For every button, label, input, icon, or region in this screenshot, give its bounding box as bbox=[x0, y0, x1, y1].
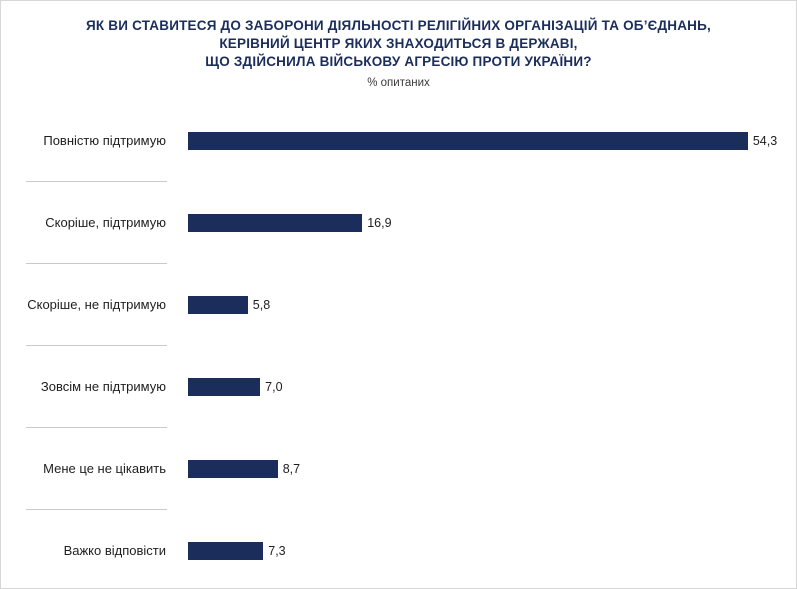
bar-row: Важко відповісти 7,3 bbox=[1, 513, 796, 588]
title-line-1: ЯК ВИ СТАВИТЕСЯ ДО ЗАБОРОНИ ДІЯЛЬНОСТІ Р… bbox=[86, 18, 711, 33]
category-label: Скоріше, підтримую bbox=[45, 215, 166, 231]
bar-row: Повністю підтримую 54,3 bbox=[1, 103, 796, 179]
category-label: Важко відповісти bbox=[63, 543, 166, 559]
value-label: 7,3 bbox=[268, 543, 286, 558]
row-separator bbox=[26, 180, 167, 182]
row-separator bbox=[26, 344, 167, 346]
value-label: 16,9 bbox=[367, 215, 392, 230]
bar bbox=[188, 295, 248, 314]
bar bbox=[188, 213, 363, 232]
bar-row: Скоріше, не підтримую 5,8 bbox=[1, 267, 796, 343]
bar-area: 7,0 bbox=[188, 377, 796, 396]
bar-area: 8,7 bbox=[188, 459, 796, 478]
category-label: Зовсім не підтримую bbox=[40, 379, 166, 395]
row-separator bbox=[26, 426, 167, 428]
value-label: 7,0 bbox=[265, 379, 283, 394]
bar-area: 7,3 bbox=[188, 541, 796, 560]
bar-row: Скоріше, підтримую 16,9 bbox=[1, 185, 796, 261]
title-line-3: ЩО ЗДІЙСНИЛА ВІЙСЬКОВУ АГРЕСІЮ ПРОТИ УКР… bbox=[205, 54, 592, 70]
chart-header: ЯК ВИ СТАВИТЕСЯ ДО ЗАБОРОНИ ДІЯЛЬНОСТІ Р… bbox=[1, 1, 796, 89]
category-label: Мене це не цікавить bbox=[43, 461, 166, 477]
chart-subtitle: % опитаних bbox=[367, 76, 430, 89]
row-separator bbox=[26, 262, 167, 264]
title-line-2: КЕРІВНИЙ ЦЕНТР ЯКИХ ЗНАХОДИТЬСЯ В ДЕРЖАВ… bbox=[219, 36, 578, 52]
bar bbox=[188, 541, 264, 560]
chart-title: ЯК ВИ СТАВИТЕСЯ ДО ЗАБОРОНИ ДІЯЛЬНОСТІ Р… bbox=[1, 17, 796, 72]
category-label: Повністю підтримую bbox=[43, 133, 166, 149]
bar-area: 5,8 bbox=[188, 295, 796, 314]
bar-row: Мене це не цікавить 8,7 bbox=[1, 431, 796, 507]
bar-row: Зовсім не підтримую 7,0 bbox=[1, 349, 796, 425]
category-label: Скоріше, не підтримую bbox=[27, 297, 166, 313]
row-separator bbox=[26, 508, 167, 510]
bar-rows: Повністю підтримую 54,3 Скоріше, підтримую… bbox=[1, 103, 796, 588]
bar bbox=[188, 377, 261, 396]
value-label: 54,3 bbox=[752, 133, 778, 148]
bar-area: 16,9 bbox=[188, 213, 796, 232]
value-label: 5,8 bbox=[252, 297, 271, 312]
bar bbox=[188, 459, 278, 478]
bar bbox=[188, 131, 748, 150]
bar-area: 54,3 bbox=[188, 131, 796, 150]
value-label: 8,7 bbox=[282, 461, 301, 476]
